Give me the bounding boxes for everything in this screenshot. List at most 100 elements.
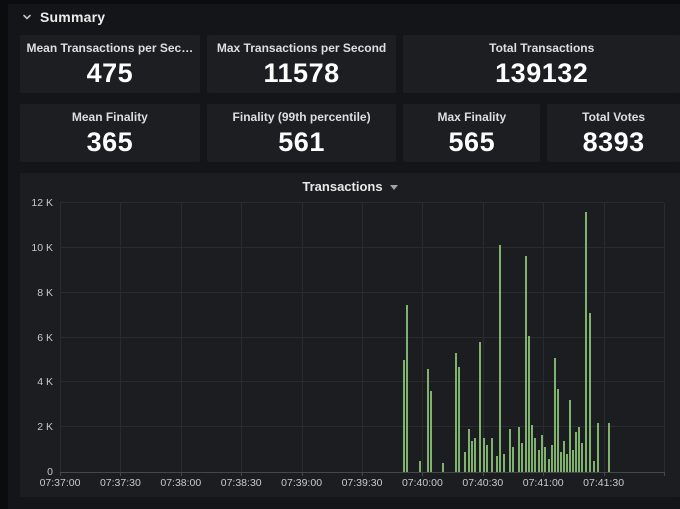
transaction-bar[interactable] [525, 256, 528, 472]
x-axis-tick-label: 07:40:30 [462, 477, 504, 489]
transaction-bar[interactable] [554, 357, 557, 472]
stat-row-1: Mean Transactions per Sec… 475 Max Trans… [20, 35, 680, 93]
transaction-bar[interactable] [572, 449, 575, 472]
transaction-bar[interactable] [588, 312, 591, 472]
x-axis-tick [603, 472, 605, 476]
y-axis-tick-label: 2 K [37, 421, 53, 434]
gridline-vertical [543, 203, 545, 472]
transaction-bar[interactable] [485, 445, 488, 472]
stat-panel-max-finality: Max Finality 565 [403, 104, 541, 162]
transaction-bar[interactable] [498, 244, 501, 472]
transaction-bar[interactable] [478, 342, 481, 472]
transaction-bar[interactable] [585, 212, 588, 472]
y-axis-tick-label: 0 [47, 466, 53, 478]
transaction-bar[interactable] [482, 438, 485, 472]
transaction-bar[interactable] [578, 427, 581, 472]
y-axis-tick-label: 8 K [37, 286, 53, 299]
y-axis-tick-label: 4 K [37, 376, 53, 389]
stat-value: 565 [448, 126, 496, 157]
transaction-bar[interactable] [563, 440, 566, 472]
summary-row-title: Summary [40, 9, 106, 25]
transaction-bar[interactable] [544, 447, 547, 472]
x-axis-tick-label: 07:41:00 [522, 477, 564, 489]
gridline-vertical [180, 203, 182, 472]
stat-panel-max-tps: Max Transactions per Second 11578 [206, 35, 397, 93]
x-axis-tick-label: 07:39:00 [281, 477, 323, 489]
transaction-bar[interactable] [607, 422, 610, 472]
stat-value: 8393 [582, 126, 645, 157]
transaction-bar[interactable] [566, 454, 569, 472]
gridline-vertical [422, 203, 424, 472]
y-axis-tick-label: 12 K [31, 197, 53, 209]
transaction-bar[interactable] [538, 449, 541, 472]
transaction-bar[interactable] [551, 445, 554, 472]
transaction-bar[interactable] [406, 305, 409, 472]
transaction-bar[interactable] [490, 438, 493, 472]
transaction-bar[interactable] [575, 431, 578, 472]
transaction-bar[interactable] [441, 462, 444, 472]
transaction-bar[interactable] [508, 429, 511, 472]
stat-title: Mean Transactions per Sec… [26, 41, 194, 55]
transaction-bar[interactable] [502, 454, 505, 472]
transaction-bar[interactable] [521, 442, 524, 472]
stat-title: Max Finality [437, 110, 507, 124]
x-axis-tick [241, 472, 243, 476]
transaction-bar[interactable] [534, 438, 537, 472]
transaction-bar[interactable] [427, 368, 430, 472]
stat-panel-total-votes: Total Votes 8393 [547, 104, 680, 162]
stat-value: 475 [86, 57, 134, 88]
transaction-bar[interactable] [512, 447, 514, 472]
stat-value: 139132 [495, 57, 589, 88]
chart-title-dropdown[interactable]: Transactions [20, 173, 680, 199]
stat-title: Total Transactions [489, 41, 595, 55]
stat-panel-mean-tps: Mean Transactions per Sec… 475 [20, 35, 200, 93]
transaction-bar[interactable] [557, 389, 560, 472]
stat-value: 365 [86, 126, 134, 157]
stat-title: Total Votes [582, 110, 646, 124]
transaction-bar[interactable] [403, 359, 406, 472]
x-axis-tick-label: 07:40:00 [401, 477, 443, 489]
transaction-bar[interactable] [569, 400, 572, 472]
transaction-bar[interactable] [548, 458, 551, 472]
x-axis-tick-label: 07:37:30 [99, 477, 141, 489]
transaction-bar[interactable] [430, 391, 433, 472]
transaction-bar[interactable] [531, 424, 534, 472]
transaction-bar[interactable] [467, 429, 470, 472]
transaction-bar[interactable] [596, 422, 599, 472]
gridline-horizontal [60, 202, 664, 203]
transaction-bar[interactable] [457, 366, 460, 472]
x-axis-tick [120, 472, 122, 476]
x-axis-tick [180, 472, 182, 476]
y-axis-tick-label: 6 K [37, 331, 53, 344]
transaction-bar[interactable] [518, 427, 521, 472]
gridline-vertical [664, 203, 665, 472]
transaction-bar[interactable] [470, 440, 473, 472]
chart-title: Transactions [302, 178, 383, 194]
transaction-bar[interactable] [541, 435, 544, 472]
dashboard: Summary Mean Transactions per Sec… 475 M… [8, 4, 680, 509]
transaction-bar[interactable] [581, 442, 584, 472]
gridline-vertical [362, 203, 363, 472]
gridline-vertical [482, 203, 484, 472]
stat-panel-mean-finality: Mean Finality 365 [20, 104, 200, 162]
gridline-vertical [60, 203, 61, 472]
transaction-bar[interactable] [463, 451, 466, 472]
x-axis-tick-label: 07:39:30 [341, 477, 383, 489]
gridline-vertical [301, 203, 303, 472]
transactions-chart-panel: Transactions 0 2 K 4 K 6 K 8 K 10 K 12 K 07:37:… [20, 173, 680, 497]
summary-row-header[interactable]: Summary [8, 4, 680, 30]
gridline-vertical [241, 203, 243, 472]
x-axis-tick [60, 472, 61, 476]
transactions-bar-chart[interactable]: 0 2 K 4 K 6 K 8 K 10 K 12 K 07:37:00 07:37:30 07:… [31, 197, 665, 489]
stat-value: 11578 [263, 57, 340, 88]
transaction-bar[interactable] [419, 460, 422, 472]
transaction-bar[interactable] [592, 460, 595, 472]
x-axis-tick-label: 07:38:30 [220, 477, 262, 489]
transaction-bar[interactable] [495, 456, 498, 472]
x-axis-tick [482, 472, 484, 476]
transaction-bar[interactable] [528, 336, 531, 472]
transaction-bar[interactable] [560, 451, 563, 472]
transaction-bar[interactable] [473, 438, 476, 472]
stat-title: Mean Finality [71, 110, 148, 124]
transaction-bar[interactable] [454, 352, 457, 472]
